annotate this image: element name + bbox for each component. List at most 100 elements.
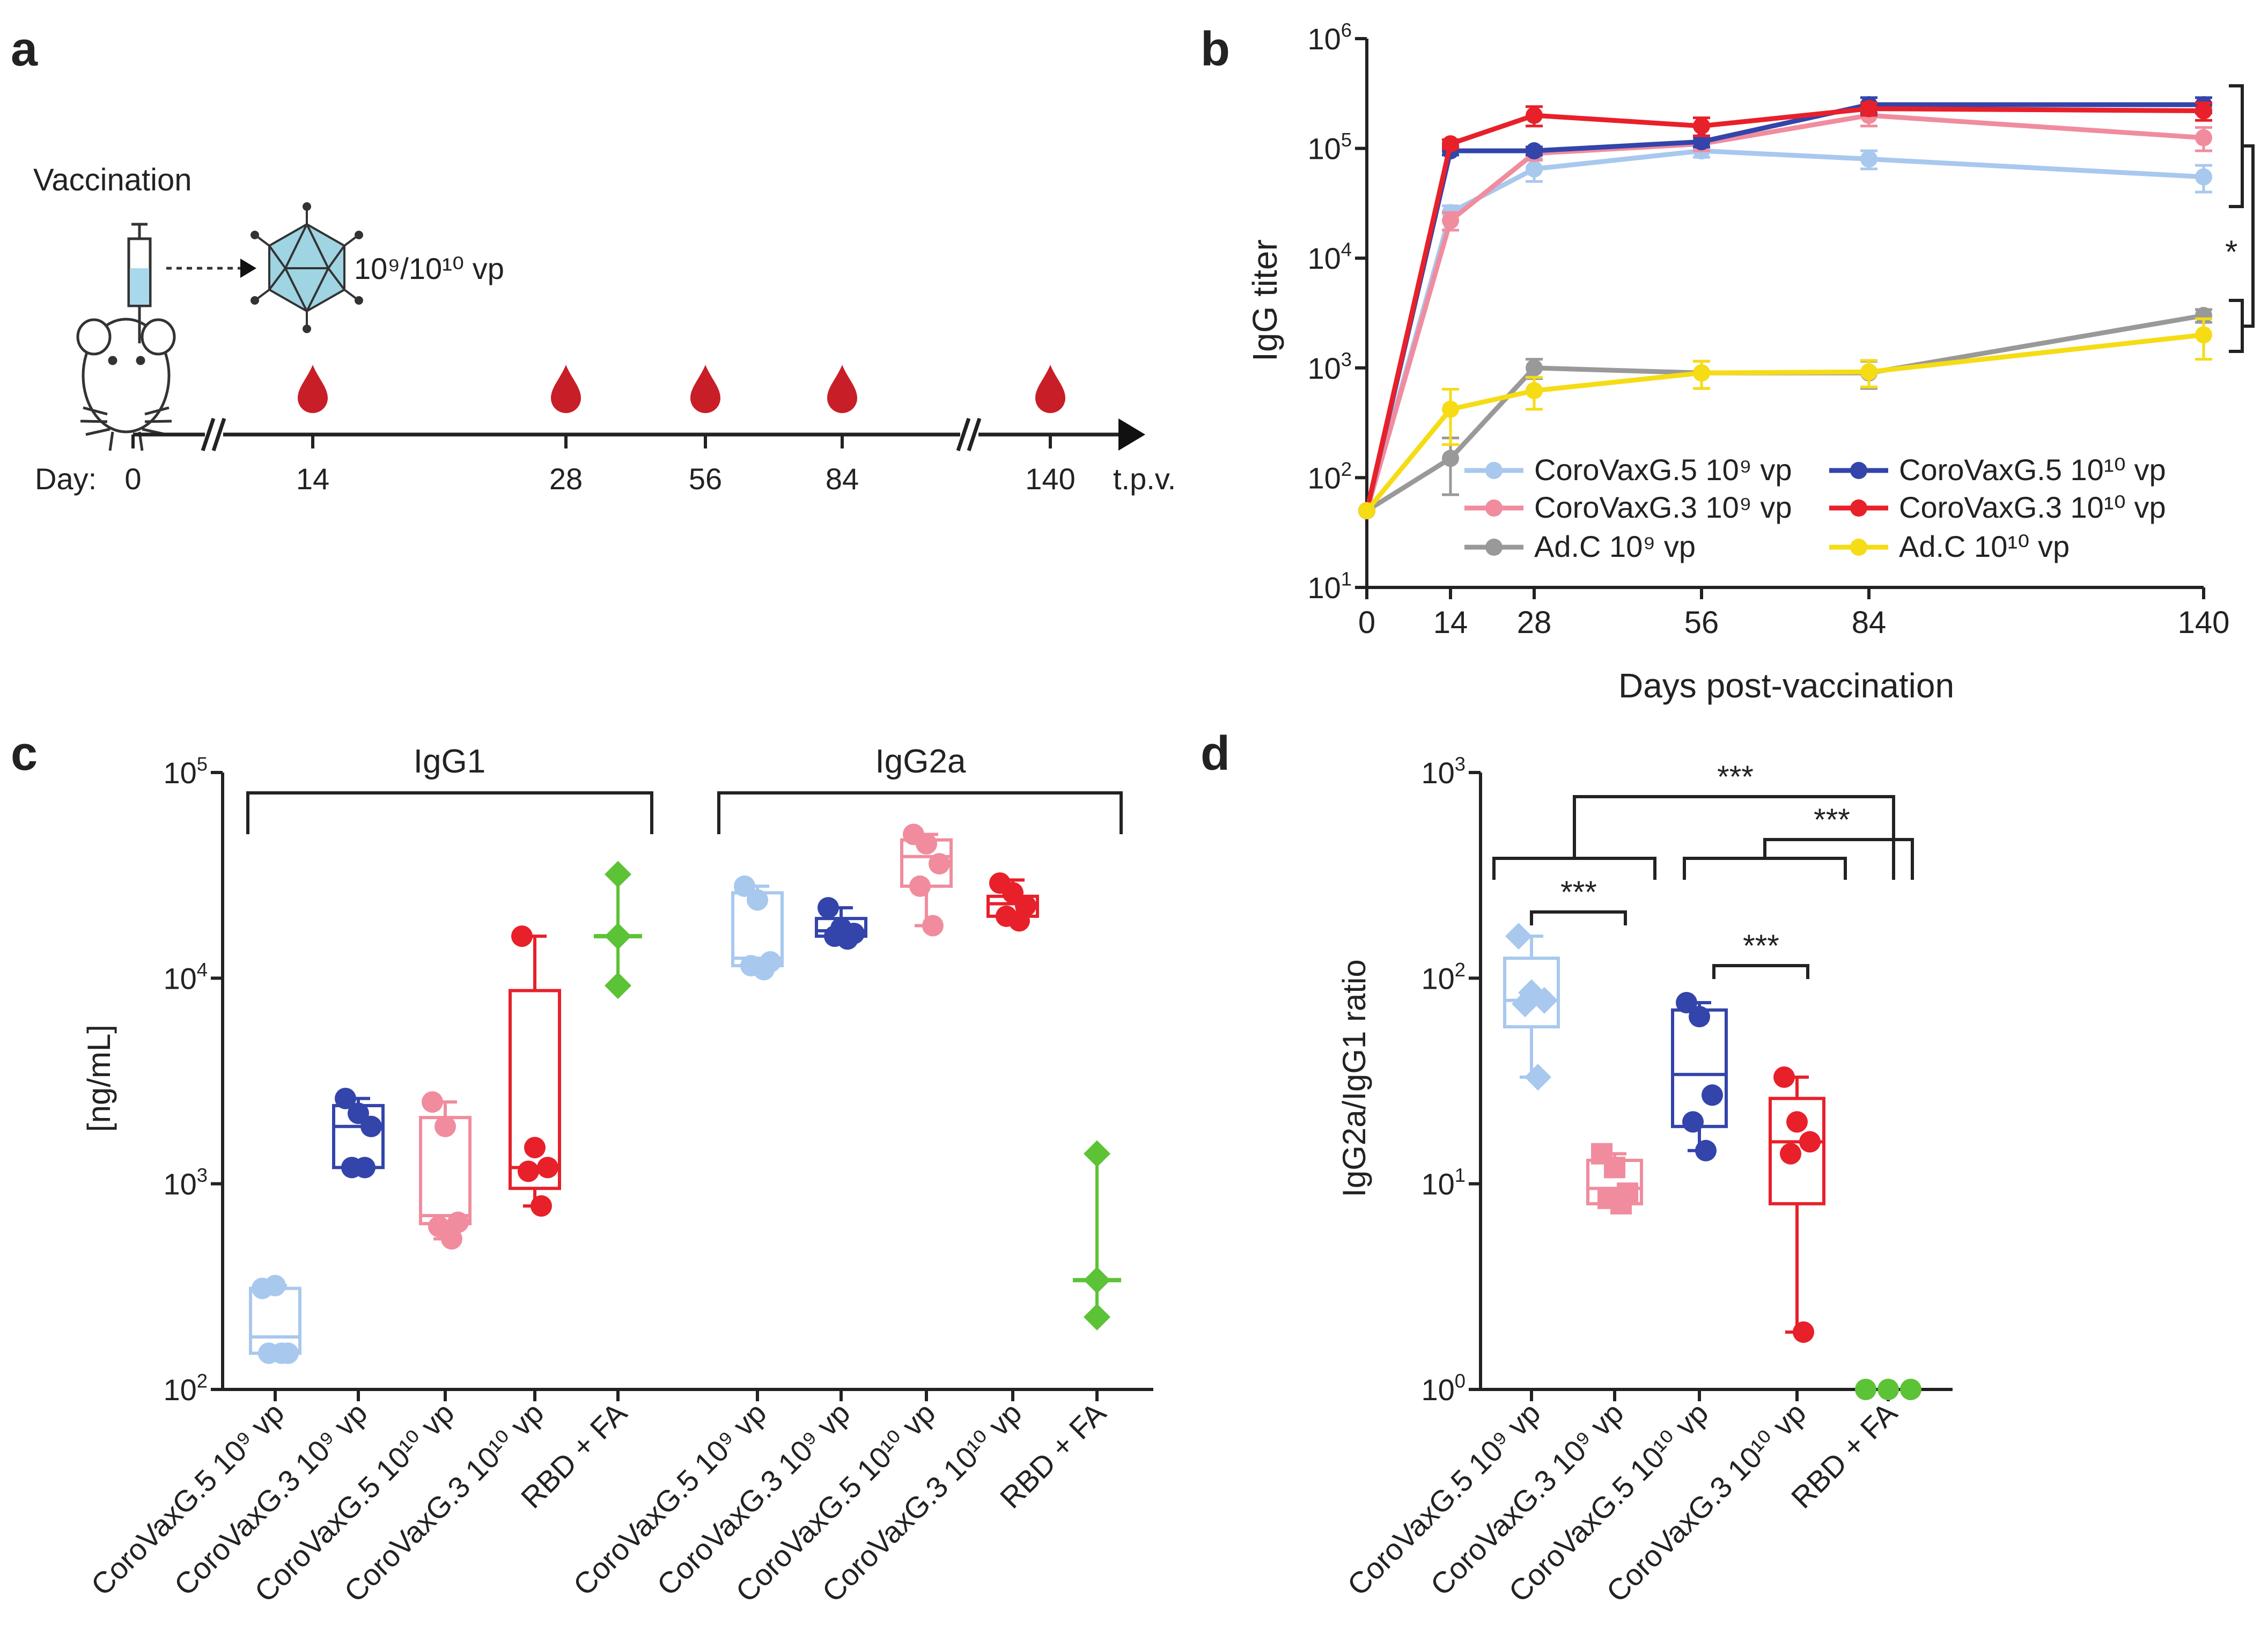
group-label-igg1: IgG1: [414, 743, 485, 780]
data-point: [1786, 1111, 1808, 1133]
data-point: [435, 1115, 456, 1137]
legend-entry: Ad.C 10¹⁰ vp: [1899, 529, 2070, 563]
series-line: [1364, 102, 2204, 512]
legend-swatch-marker: [1485, 539, 1503, 556]
data-point: [1877, 1379, 1899, 1400]
data-point: [1531, 987, 1558, 1014]
timeline-day-label: 14: [296, 462, 329, 496]
data-point: [1008, 910, 1030, 932]
y-tick-label: 106: [1307, 19, 1352, 56]
x-tick-label: 140: [2178, 605, 2230, 640]
data-point: [422, 1091, 443, 1113]
significance-star: *: [2225, 234, 2237, 270]
data-point: [1860, 100, 1877, 117]
data-point: [1084, 1303, 1110, 1330]
significance-bracket: [2229, 299, 2244, 353]
data-point: [1358, 502, 1375, 519]
blood-drop-icon: [298, 365, 328, 413]
significance-bracket: [2229, 84, 2244, 208]
data-point: [916, 833, 937, 855]
significance-stars: ***: [1743, 929, 1779, 963]
legend-entry: CoroVaxG.5 10¹⁰ vp: [1899, 453, 2166, 487]
data-point: [909, 875, 931, 897]
data-point: [1900, 1379, 1921, 1400]
data-point: [1505, 923, 1532, 950]
data-point: [447, 1211, 469, 1233]
data-point: [1693, 133, 1710, 151]
timeline-arrow: [1118, 418, 1145, 451]
syringe-icon: [127, 223, 152, 343]
legend-swatch-marker: [1850, 539, 1867, 556]
data-point: [1780, 1143, 1801, 1165]
x-tick-label: 28: [1517, 605, 1552, 640]
group-bracket-igg1: [246, 791, 653, 834]
data-point: [1442, 450, 1459, 467]
data-point: [531, 1195, 552, 1217]
timeline-ticks: 0 14 28 56 84 140: [124, 435, 1076, 496]
legend-entry: CoroVaxG.5 10⁹ vp: [1534, 453, 1792, 487]
timeline-day-label: 140: [1025, 462, 1075, 496]
data-point: [1693, 117, 1710, 135]
data-point: [818, 897, 839, 919]
data-point: [1855, 1379, 1876, 1400]
data-point: [511, 925, 533, 947]
data-point: [441, 1228, 462, 1250]
timeline-day-label: 28: [549, 462, 583, 496]
injection-arrow-head: [240, 259, 256, 278]
data-point: [1773, 1066, 1795, 1088]
panel-a-letter: a: [11, 23, 38, 76]
y-tick-label: 102: [1307, 458, 1352, 495]
panel-d-letter: d: [1201, 727, 1230, 781]
timeline-day-label: 84: [826, 462, 859, 496]
data-point: [1526, 107, 1543, 124]
dose-label: 10⁹/10¹⁰ vp: [354, 252, 504, 285]
panel-b-letter: b: [1201, 23, 1230, 76]
data-point: [264, 1275, 286, 1297]
data-point: [929, 853, 950, 875]
legend-entry: Ad.C 10⁹ vp: [1534, 529, 1696, 563]
significance-bracket: [2242, 144, 2255, 328]
y-axis-label: [ng/mL]: [81, 1025, 117, 1132]
data-point: [524, 1137, 546, 1159]
panel-c-letter: c: [11, 727, 38, 781]
adenovirus-icon: [251, 202, 363, 333]
x-axis-label: Days post-vaccination: [1618, 666, 1954, 705]
blood-drop-icon: [551, 365, 581, 413]
y-tick-label: 105: [163, 753, 208, 790]
significance-stars: ***: [1717, 760, 1754, 795]
significance-stars: ***: [1814, 803, 1850, 837]
series-line: [1364, 106, 2204, 511]
significance-bracket: [1712, 964, 1809, 979]
data-point: [271, 1342, 292, 1364]
data-point: [605, 972, 631, 999]
significance-stars: ***: [1560, 875, 1597, 910]
data-point: [837, 928, 858, 950]
x-tick-label: 56: [1684, 605, 1719, 640]
data-point: [1610, 1193, 1632, 1215]
data-point: [1084, 1267, 1110, 1294]
x-tick-label: 84: [1852, 605, 1887, 640]
legend-swatch-marker: [1850, 499, 1867, 517]
y-tick-label: 104: [163, 959, 208, 996]
data-point: [1512, 990, 1538, 1018]
y-axis-label: IgG titer: [1246, 239, 1284, 362]
data-point: [1526, 142, 1543, 160]
data-point: [1604, 1157, 1625, 1179]
data-point: [1682, 1111, 1704, 1133]
data-point: [1793, 1321, 1814, 1343]
y-tick-label: 103: [1307, 348, 1352, 385]
vaccination-label: Vaccination: [33, 163, 192, 197]
data-point: [1860, 363, 1877, 381]
data-point: [2195, 102, 2212, 120]
data-point: [1526, 160, 1543, 178]
data-point: [1799, 1131, 1821, 1153]
y-tick-label: 103: [1421, 753, 1466, 790]
y-tick-label: 105: [1307, 129, 1352, 166]
data-point: [1084, 1140, 1110, 1167]
significance-bracket: [1683, 857, 1847, 880]
timeline-day-label: 56: [689, 462, 722, 496]
box: [1671, 1008, 1728, 1128]
y-axis-label: IgG2a/IgG1 ratio: [1336, 959, 1372, 1197]
